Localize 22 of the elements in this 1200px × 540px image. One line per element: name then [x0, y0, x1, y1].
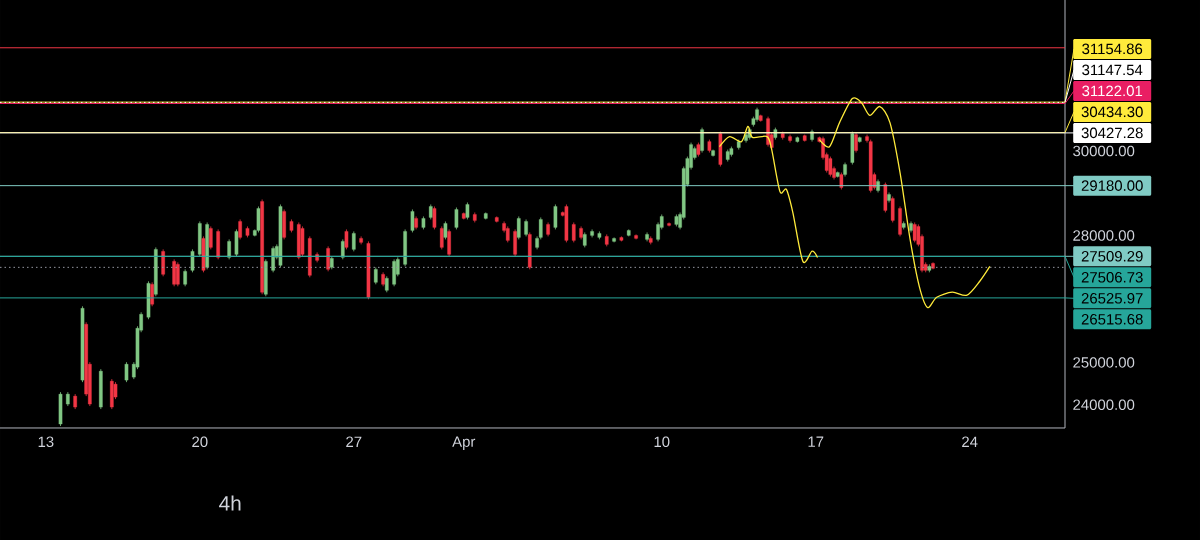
- ref-line-label: 30434.30: [1081, 106, 1143, 118]
- x-tick-label: 20: [192, 436, 208, 448]
- ref-line-label: 31147.54: [1082, 64, 1143, 76]
- x-tick-label: 27: [346, 436, 362, 447]
- ref-line-label: 30427.28: [1081, 127, 1143, 139]
- text: 26515.68: [1081, 314, 1143, 325]
- x-tick-label: 17: [808, 436, 824, 447]
- x-tick-label: 24: [962, 436, 978, 447]
- ref-line-label: 27509.29: [1081, 251, 1143, 262]
- y-tick-label: 28000.00: [1073, 230, 1135, 241]
- y-tick-label: 24000.00: [1073, 399, 1135, 411]
- ref-line-label: 26525.97: [1081, 293, 1143, 304]
- ref-line-label: 31122.01: [1082, 85, 1143, 97]
- y-tick-label: 25000.00: [1073, 357, 1135, 368]
- x-tick-label: Apr: [452, 436, 476, 450]
- y-tick-label: 30000.00: [1073, 145, 1135, 157]
- x-tick-label: 13: [38, 436, 54, 448]
- ref-line-label: 31154.86: [1082, 43, 1143, 55]
- text: 4h: [219, 495, 241, 511]
- ref-line-label: 29180.00: [1081, 180, 1143, 191]
- ref-line-label: 27506.73: [1081, 272, 1143, 283]
- x-tick-label: 10: [654, 436, 670, 448]
